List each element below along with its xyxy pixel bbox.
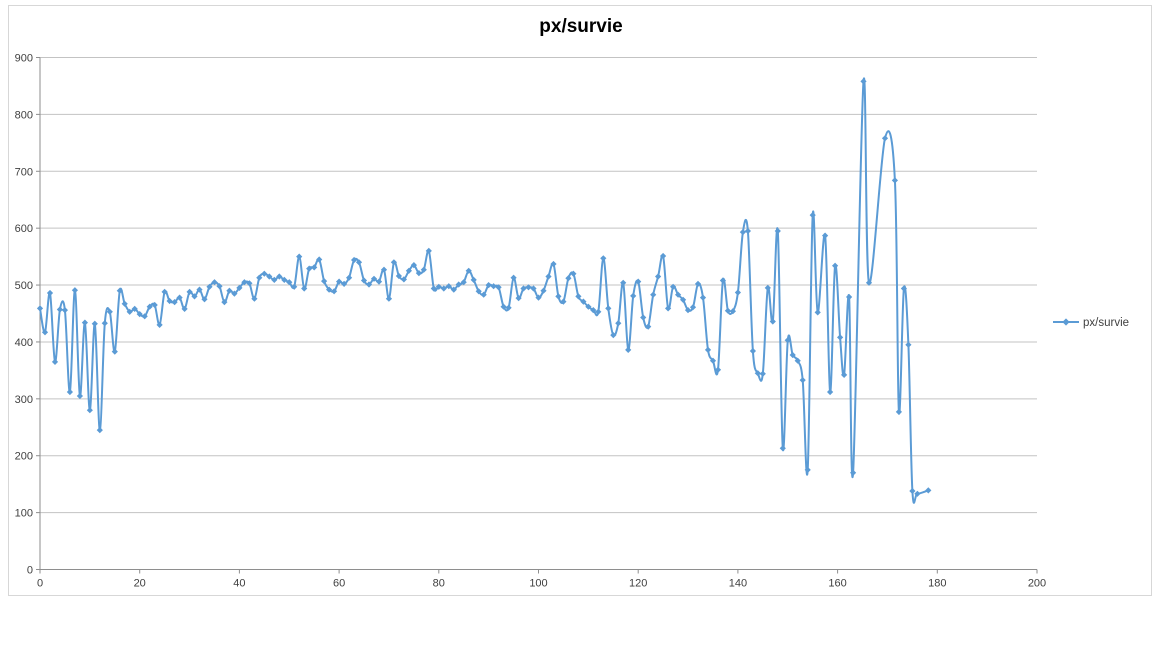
- x-tick-label: 160: [828, 578, 846, 590]
- x-tick-label: 140: [729, 578, 747, 590]
- x-tick-label: 80: [433, 578, 445, 590]
- x-tick-label: 60: [333, 578, 345, 590]
- chart-title: px/survie: [539, 16, 622, 37]
- y-tick-label: 500: [15, 280, 33, 292]
- x-tick-label: 40: [233, 578, 245, 590]
- x-tick-label: 200: [1028, 578, 1046, 590]
- y-tick-label: 400: [15, 337, 33, 349]
- plot-area[interactable]: 0 100 200 300 400 500 600 700 800 900 0 20 40 60 80 100…: [15, 53, 1047, 590]
- y-tick-label: 0: [27, 565, 33, 577]
- x-tick-label: 20: [134, 578, 146, 590]
- x-tick-label: 180: [928, 578, 946, 590]
- y-tick-label: 100: [15, 508, 33, 520]
- y-tick-label: 900: [15, 53, 33, 65]
- legend-label: px/survie: [1083, 317, 1129, 329]
- y-tick-label: 300: [15, 394, 33, 406]
- x-tick-label: 0: [37, 578, 43, 590]
- y-tick-label: 700: [15, 166, 33, 178]
- x-tick-label: 100: [529, 578, 547, 590]
- y-tick-label: 600: [15, 223, 33, 235]
- y-tick-label: 800: [15, 109, 33, 121]
- x-tick-label: 120: [629, 578, 647, 590]
- legend[interactable]: px/survie: [1053, 317, 1129, 329]
- y-tick-label: 200: [15, 451, 33, 463]
- legend-diamond-marker-icon: [1062, 318, 1070, 326]
